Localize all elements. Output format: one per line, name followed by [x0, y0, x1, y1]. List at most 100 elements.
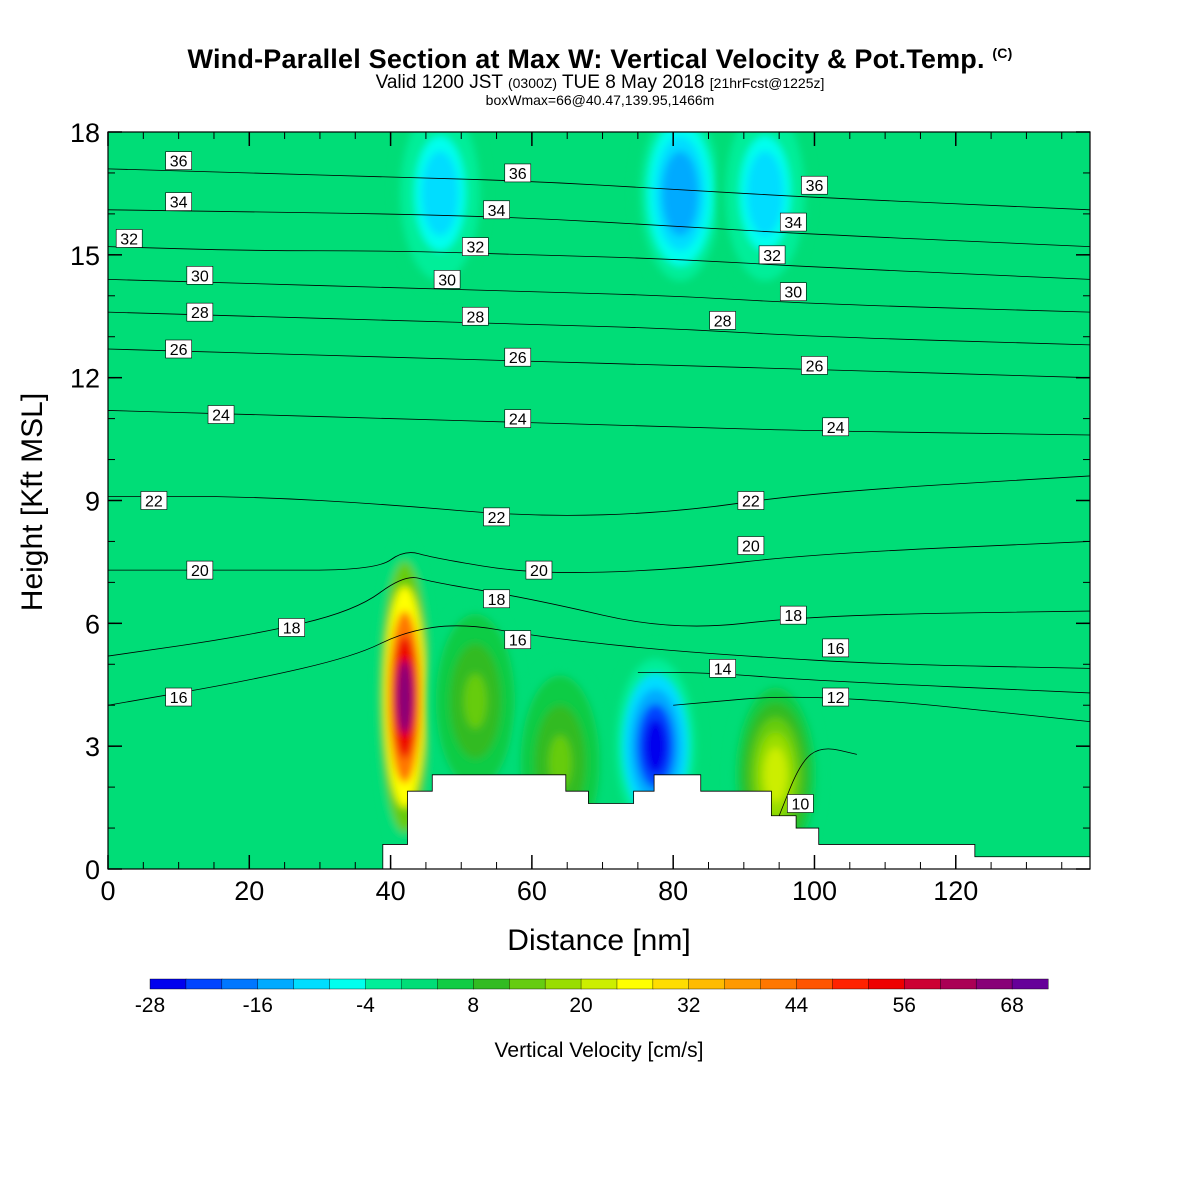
colorbar-segment [796, 978, 833, 990]
colorbar-segment [257, 978, 295, 990]
contour-label-box [822, 687, 849, 707]
contour-label: 26 [509, 350, 527, 367]
x-tick-label: 60 [517, 876, 547, 906]
contour-label: 24 [827, 420, 845, 437]
y-tick-label: 12 [70, 364, 100, 394]
updraft-level [464, 673, 487, 729]
contour-label: 30 [191, 268, 209, 285]
colorbar-segment [365, 978, 402, 990]
contour-labels: 3634323028262422201816363432302826242220… [115, 151, 849, 813]
contour-label: 30 [784, 285, 802, 302]
contour-label: 22 [742, 494, 760, 511]
valid-time: Valid 1200 JST (0300Z) TUE 8 May 2018 [2… [375, 72, 825, 93]
contour-label-box [779, 282, 807, 301]
colorbar-segment [185, 978, 223, 990]
colorbar-segment [975, 978, 1013, 990]
y-tick-label: 6 [85, 609, 100, 639]
downdraft-core [718, 132, 812, 296]
contour-label: 26 [170, 342, 188, 359]
isentrope-14 [637, 672, 1090, 694]
colorbar-tick-label: 68 [1000, 994, 1023, 1017]
contour-label-box [525, 560, 553, 580]
contour-label: 36 [509, 166, 527, 183]
isentrope-20 [108, 541, 1090, 573]
updraft-core [428, 598, 522, 804]
contour-label: 20 [530, 563, 548, 580]
downdraft-level [428, 166, 452, 221]
contour-label-box [165, 687, 192, 707]
terrain [108, 774, 1090, 869]
downdraft-level [644, 718, 667, 774]
contour-label: 34 [784, 215, 802, 232]
contour-label: 18 [283, 620, 301, 637]
colorbar-segment [149, 978, 187, 990]
contour-label: 28 [191, 305, 209, 322]
isentrope-10 [778, 748, 857, 816]
colorbar-segment [437, 978, 474, 990]
contour-label-box [186, 266, 214, 285]
colorbar-segment [904, 978, 941, 990]
updraft-level [764, 747, 787, 803]
colorbar-segment [832, 978, 869, 990]
downdraft-level [668, 166, 692, 221]
colorbar-segment [616, 978, 654, 990]
contour-label-box [186, 560, 214, 580]
contour-label: 18 [488, 592, 506, 609]
contour-label-box [483, 589, 510, 609]
x-tick-label: 40 [376, 876, 406, 906]
colorbar-segment [724, 978, 762, 990]
contour-label-box [504, 630, 532, 650]
colorbar-segment [544, 978, 582, 990]
x-tick-label: 80 [658, 876, 688, 906]
contour-label-box [165, 151, 192, 170]
colorbar-segment [940, 978, 977, 990]
contour-label-box [737, 491, 765, 510]
colorbar-segment [401, 978, 438, 990]
contour-label: 24 [509, 412, 527, 429]
colorbar-tick-label: 44 [785, 994, 809, 1017]
contour-label-box [787, 794, 814, 813]
y-tick-label: 18 [70, 118, 100, 148]
contour-label-box [278, 618, 305, 637]
colorbar-tick-label: -4 [356, 994, 375, 1017]
contour-label-box [462, 306, 489, 326]
isentrope-26 [108, 348, 1090, 379]
colorbar-segment [1011, 978, 1049, 990]
isentrope-36 [108, 168, 1090, 211]
contour-label-box [779, 212, 807, 232]
contour-label: 18 [784, 608, 802, 625]
y-tick-label: 9 [85, 487, 100, 517]
contour-label-box [165, 192, 192, 211]
contour-label-box [822, 417, 849, 437]
contour-label: 36 [170, 154, 188, 171]
contour-label: 28 [466, 309, 484, 326]
contour-label-box [709, 659, 736, 678]
contour-label: 34 [488, 203, 506, 220]
contour-label: 22 [145, 494, 163, 511]
colorbar-segment [509, 978, 546, 990]
colorbar: -28 -16 -4 8 20 32 44 56 68 [135, 978, 1049, 1017]
colorbar-segment [760, 978, 798, 990]
downdraft-core [633, 132, 727, 296]
colorbar-tick-label: -28 [135, 994, 165, 1017]
contour-label-box [801, 175, 828, 195]
contour-label: 26 [806, 358, 824, 375]
colorbar-tick-label: 56 [893, 994, 916, 1017]
contour-label-box [165, 339, 192, 359]
contour-label: 16 [170, 690, 188, 707]
contour-label-box [504, 163, 532, 183]
isentrope-12 [673, 696, 1090, 722]
colorbar-tick-label: 20 [569, 994, 592, 1017]
colorbar-segment [580, 978, 618, 990]
contour-label-box [207, 405, 235, 424]
contour-label-box [504, 347, 532, 367]
colorbar-segment [688, 978, 726, 990]
contour-label-box [140, 491, 168, 510]
contour-label-box [737, 536, 765, 555]
updraft-level [396, 660, 413, 734]
colorbar-tick-label: -16 [243, 994, 273, 1017]
downdraft-level [753, 166, 777, 221]
